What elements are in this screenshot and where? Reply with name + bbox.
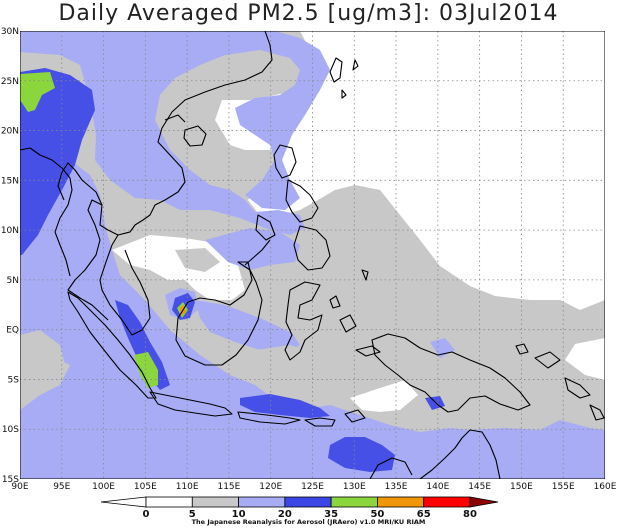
lat-axis: 30N 25N 20N 15N 10N 5N EQ 5S 10S 15S (1, 27, 19, 485)
credit-text: The Japanese Reanalysis for Aerosol (JRA… (191, 518, 426, 526)
lon-tick-label: 140E (426, 482, 449, 492)
colorbar-tick-label: 50 (370, 509, 384, 520)
lat-tick-label: EQ (6, 326, 19, 336)
lat-tick-label: 15S (2, 475, 19, 485)
lat-tick-label: 5N (7, 276, 19, 286)
colorbar-tick-label: 20 (278, 509, 292, 520)
colorbar-segment (377, 496, 425, 508)
colorbar-segment (145, 496, 193, 508)
map-grid (20, 31, 605, 479)
lon-tick-label: 90E (11, 482, 28, 492)
lon-tick-label: 100E (92, 482, 115, 492)
lon-tick-label: 135E (385, 482, 408, 492)
lat-tick-label: 10N (1, 226, 19, 236)
lat-tick-label: 30N (1, 27, 19, 37)
colorbar-tick-label: 10 (232, 509, 246, 520)
colorbar-segment (191, 496, 239, 508)
lon-tick-label: 120E (259, 482, 282, 492)
map-title: Daily Averaged PM2.5 [ug/m3]: 03Jul2014 (58, 1, 559, 26)
lat-tick-label: 5S (8, 375, 20, 385)
map-panel (20, 31, 605, 479)
colorbar-segment (284, 496, 332, 508)
coastlines (20, 31, 605, 479)
lat-tick-label: 25N (1, 77, 19, 87)
lon-tick-label: 145E (468, 482, 491, 492)
colorbar-tick-label: 35 (324, 509, 338, 520)
lon-tick-label: 150E (510, 482, 533, 492)
field-gray-patches (20, 118, 340, 395)
colorbar-tick-label: 65 (417, 509, 431, 520)
lon-tick-label: 95E (53, 482, 70, 492)
colorbar: 0 5 10 20 35 50 65 80 (100, 496, 499, 520)
colorbar-segment (423, 496, 471, 508)
lon-tick-label: 110E (176, 482, 199, 492)
colorbar-tick-label: 5 (189, 509, 196, 520)
colorbar-segment (330, 496, 378, 508)
lat-tick-label: 20N (1, 127, 19, 137)
colorbar-segment (238, 496, 286, 508)
lon-tick-label: 160E (594, 482, 617, 492)
lon-tick-label: 130E (343, 482, 366, 492)
lon-tick-label: 105E (134, 482, 157, 492)
colorbar-tick-label: 80 (463, 509, 477, 520)
colorbar-over-triangle (469, 496, 499, 508)
lat-tick-label: 15N (1, 176, 19, 186)
lon-tick-label: 155E (552, 482, 575, 492)
colorbar-under-triangle (100, 496, 147, 508)
lat-tick-label: 10S (2, 425, 19, 435)
lon-tick-label: 115E (217, 482, 240, 492)
lon-axis: 90E 95E 100E 105E 110E 115E 120E 125E 130E 135E 14… (11, 482, 616, 492)
lon-tick-label: 125E (301, 482, 324, 492)
colorbar-tick-label: 0 (143, 509, 150, 520)
